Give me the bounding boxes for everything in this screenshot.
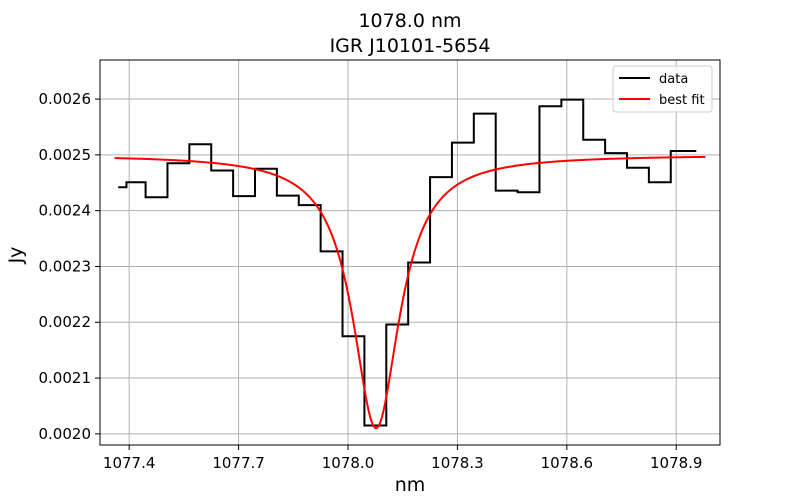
- chart-subtitle: IGR J10101-5654: [330, 35, 491, 57]
- x-tick-label: 1078.9: [650, 454, 703, 472]
- y-tick-label: 0.0024: [39, 202, 92, 220]
- best-fit-line: [114, 155, 706, 430]
- grid: [100, 60, 720, 445]
- y-tick-label: 0.0026: [39, 90, 92, 108]
- legend: data best fit: [612, 65, 713, 113]
- y-tick-label: 0.0025: [39, 146, 92, 164]
- data-step-line: [118, 98, 697, 427]
- x-tick-label: 1077.4: [103, 454, 156, 472]
- y-tick-label: 0.0023: [39, 257, 92, 275]
- x-tick-label: 1078.6: [541, 454, 594, 472]
- y-axis-label: Jy: [5, 247, 27, 265]
- y-tick-label: 0.0021: [39, 369, 92, 387]
- series-layer: [114, 98, 706, 430]
- legend-label-best-fit: best fit: [659, 93, 705, 108]
- y-tick-label: 0.0022: [39, 313, 92, 331]
- chart-title: 1078.0 nm: [358, 10, 461, 32]
- legend-label-data: data: [659, 72, 688, 87]
- x-tick-label: 1077.7: [212, 454, 265, 472]
- ticks: 1077.4 1077.7 1078.0 1078.3 1078.6 1078.9 0.00…: [39, 90, 703, 472]
- x-axis-label: nm: [395, 474, 426, 496]
- plot-frame: [99, 59, 721, 446]
- y-tick-label: 0.0020: [39, 425, 92, 443]
- x-tick-label: 1078.0: [322, 454, 375, 472]
- x-tick-label: 1078.3: [431, 454, 484, 472]
